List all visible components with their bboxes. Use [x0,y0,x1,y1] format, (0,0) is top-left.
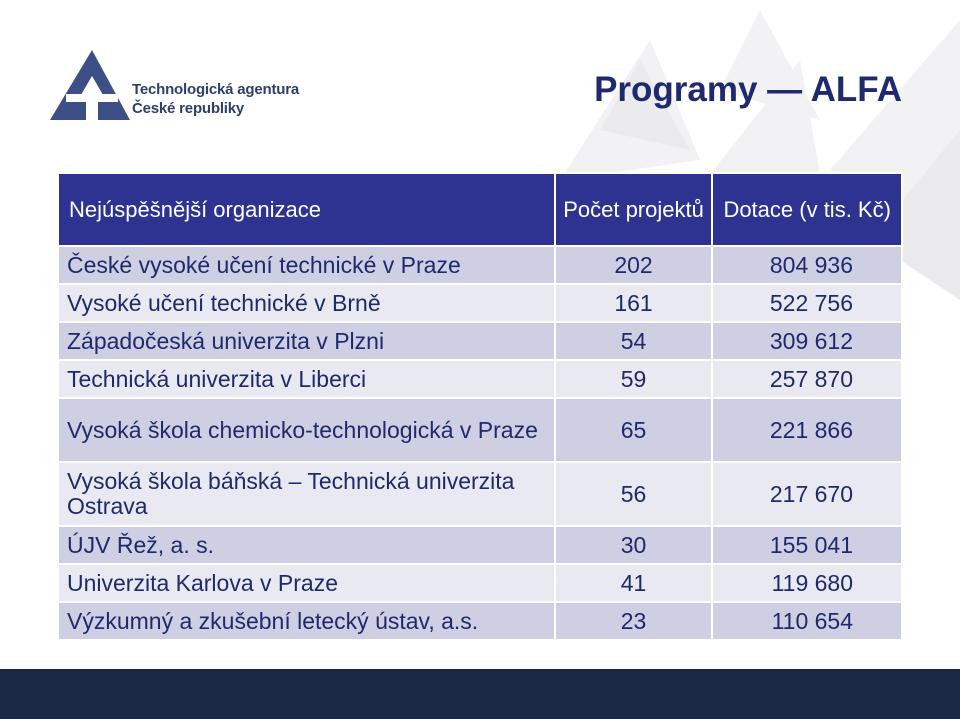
tacr-logo [50,50,130,120]
cell-subsidy: 257 870 [711,359,903,399]
cell-count: 23 [553,601,714,641]
table-row: ÚJV Řež, a. s. 30 155 041 [57,525,903,565]
cell-subsidy: 119 680 [711,563,903,603]
cell-subsidy: 804 936 [711,245,903,285]
logo-line-1: Technologická agentura [132,81,300,98]
cell-count: 41 [553,563,714,603]
cell-organization: Vysoká škola chemicko-technologická v Pr… [57,397,556,463]
organizations-table: Nejúspěšnější organizace Počet projektů … [57,172,903,641]
cell-subsidy: 110 654 [711,601,903,641]
table-header-row: Nejúspěšnější organizace Počet projektů … [57,172,903,247]
logo-text: Technologická agentura České republiky [132,80,299,118]
table-row: Vysoká škola báňská – Technická univerzi… [57,461,903,527]
cell-count: 202 [553,245,714,285]
table-row: Univerzita Karlova v Praze 41 119 680 [57,563,903,603]
cell-organization: Technická univerzita v Liberci [57,359,556,399]
cell-count: 54 [553,321,714,361]
cell-count: 161 [553,283,714,323]
cell-organization: Výzkumný a zkušební letecký ústav, a.s. [57,601,556,641]
cell-subsidy: 522 756 [711,283,903,323]
header-organization: Nejúspěšnější organizace [57,172,556,247]
table-row: Západočeská univerzita v Plzni 54 309 61… [57,321,903,361]
cell-count: 30 [553,525,714,565]
footer-bar [0,669,960,719]
cell-subsidy: 309 612 [711,321,903,361]
header-project-count: Počet projektů [553,172,714,247]
cell-organization: ÚJV Řež, a. s. [57,525,556,565]
cell-subsidy: 217 670 [711,461,903,527]
cell-count: 65 [553,397,714,463]
table-row: Technická univerzita v Liberci 59 257 87… [57,359,903,399]
cell-organization: Vysoká škola báňská – Technická univerzi… [57,461,556,527]
cell-organization: Univerzita Karlova v Praze [57,563,556,603]
table-row: Vysoké učení technické v Brně 161 522 75… [57,283,903,323]
table-row: Vysoká škola chemicko-technologická v Pr… [57,397,903,463]
cell-subsidy: 221 866 [711,397,903,463]
table-row: Výzkumný a zkušební letecký ústav, a.s. … [57,601,903,641]
cell-count: 56 [553,461,714,527]
page-title: Programy — ALFA [594,70,902,109]
cell-subsidy: 155 041 [711,525,903,565]
logo-line-2: České republiky [132,100,245,117]
header-subsidy: Dotace (v tis. Kč) [711,172,903,247]
table-row: České vysoké učení technické v Praze 202… [57,245,903,285]
cell-count: 59 [553,359,714,399]
cell-organization: Vysoké učení technické v Brně [57,283,556,323]
cell-organization: Západočeská univerzita v Plzni [57,321,556,361]
cell-organization: České vysoké učení technické v Praze [57,245,556,285]
